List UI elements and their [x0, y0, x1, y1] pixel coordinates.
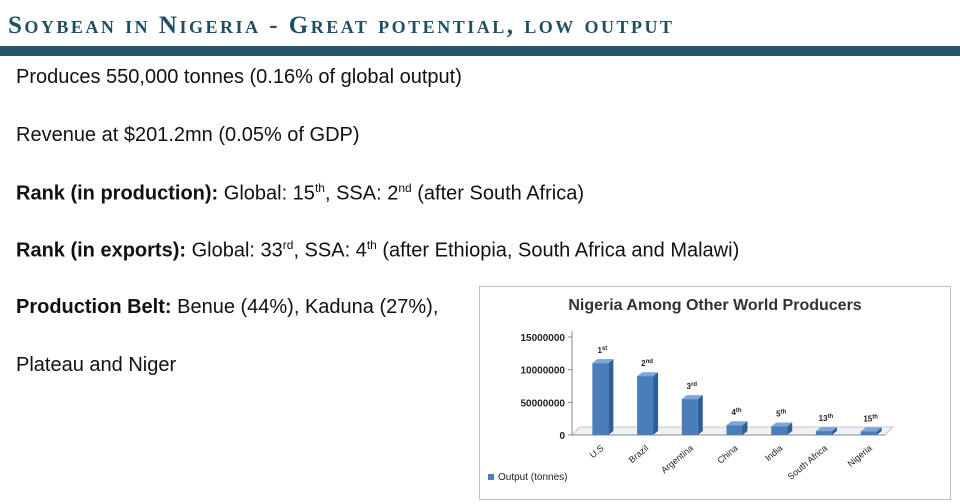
category-label: U.S	[588, 443, 606, 460]
category-label: India	[763, 443, 784, 463]
production-belt-value: Benue (44%), Kaduna (27%),	[171, 296, 439, 318]
y-tick-label: 0	[559, 431, 565, 442]
legend-label: Output (tonnes)	[498, 472, 567, 483]
rank-production-line: Rank (in production): Global: 15th, SSA:…	[16, 181, 584, 206]
rank-label: 4th	[731, 408, 741, 417]
y-tick-label: 15000000	[521, 333, 566, 344]
rank-exports-global: Global: 33	[186, 239, 283, 262]
rank-production-sup-1: th	[314, 181, 325, 195]
rank-production-global: Global: 15	[218, 182, 315, 205]
category-label: Nigeria	[846, 443, 874, 469]
bar-side	[831, 427, 837, 435]
chart-title: Nigeria Among Other World Producers	[568, 297, 861, 314]
bar-side	[742, 421, 748, 435]
rank-exports-label: Rank (in exports):	[16, 239, 187, 262]
bar-side	[697, 395, 703, 435]
rank-exports-note: (after Ethiopia, South Africa and Malawi…	[376, 239, 740, 262]
production-belt-line: Production Belt: Benue (44%), Kaduna (27…	[16, 296, 438, 319]
bar-top	[637, 372, 659, 377]
category-label: South Africa	[786, 443, 830, 482]
rank-label: 13th	[819, 414, 834, 423]
production-belt-label: Production Belt:	[16, 296, 172, 318]
revenue-line: Revenue at $201.2mn (0.05% of GDP)	[16, 124, 360, 146]
production-belt-continued: Plateau and Niger	[16, 354, 177, 376]
y-tick-label: 10000000	[521, 366, 566, 377]
category-label: China	[715, 443, 739, 466]
bar	[592, 363, 609, 435]
rank-production-sup-2: nd	[398, 181, 412, 195]
rank-label: 5th	[776, 410, 786, 419]
bar-side	[876, 427, 882, 435]
legend-swatch	[488, 474, 494, 480]
bar	[815, 431, 832, 435]
producers-chart-svg: Nigeria Among Other World Producers 1500…	[488, 297, 895, 483]
bar-side	[608, 359, 614, 435]
rank-label: 2nd	[641, 359, 653, 368]
bar-top	[860, 427, 882, 432]
bar-side	[653, 372, 659, 435]
rank-production-ssa: , SSA: 2	[324, 182, 399, 205]
bar	[860, 431, 877, 435]
rank-label: 15th	[863, 414, 878, 423]
rank-exports-ssa: , SSA: 4	[293, 239, 367, 262]
bar	[637, 376, 654, 435]
production-line: Produces 550,000 tonnes (0.16% of global…	[16, 66, 462, 88]
rank-exports-line: Rank (in exports): Global: 33rd, SSA: 4t…	[16, 238, 739, 263]
category-label: Brazil	[627, 443, 651, 465]
bar-top	[681, 395, 703, 400]
y-tick-label: 50000000	[521, 398, 566, 409]
bar	[681, 399, 698, 435]
title-rule	[0, 46, 960, 56]
rank-production-label: Rank (in production):	[16, 182, 219, 205]
slide-title: Soybean in Nigeria - Great potential, lo…	[8, 12, 675, 39]
bar-side	[787, 422, 793, 435]
rank-exports-sup-1: rd	[282, 238, 294, 252]
rank-production-note: (after South Africa)	[411, 182, 584, 205]
bar	[726, 425, 743, 435]
bar	[771, 426, 788, 435]
rank-label: 1st	[597, 346, 607, 355]
rank-label: 3rd	[687, 382, 698, 391]
bar-top	[726, 421, 748, 426]
bar-top	[771, 422, 793, 427]
rank-exports-sup-2: th	[366, 238, 377, 252]
producers-chart: Nigeria Among Other World Producers 1500…	[479, 286, 951, 500]
category-label: Argentina	[659, 443, 695, 475]
bar-top	[815, 427, 837, 432]
bar-top	[592, 359, 614, 364]
